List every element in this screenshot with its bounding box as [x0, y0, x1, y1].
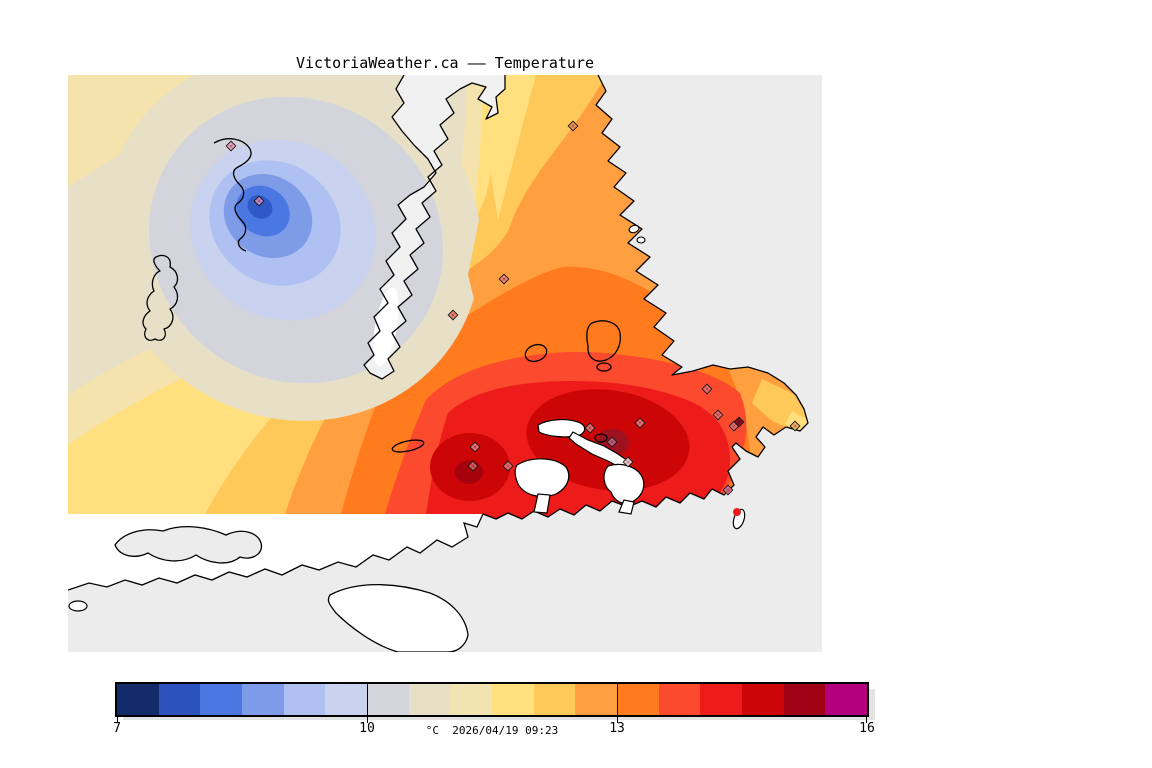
- colorbar-segment: [450, 684, 493, 715]
- colorbar-caption: °C 2026/04/19 09:23: [425, 724, 559, 737]
- colorbar-tick: [366, 717, 368, 723]
- station-marker: [253, 195, 265, 207]
- finlayson-arm-outline: [213, 138, 252, 252]
- temp-band-peninsula-pale-patch: [488, 75, 536, 220]
- colorbar-segment: [825, 684, 868, 715]
- station-marker: [789, 420, 801, 432]
- colorbar-tick-label: 16: [859, 721, 875, 736]
- colorbar-divider: [617, 684, 619, 715]
- temperature-map: [68, 75, 822, 652]
- colorbar-segment: [325, 684, 368, 715]
- chatham-island-2: [636, 236, 646, 244]
- station-marker: [634, 417, 646, 429]
- victoria-harbours-water: [514, 419, 645, 515]
- saanich-inlet-water: [364, 75, 505, 379]
- station-marker: [567, 120, 579, 132]
- station-marker: [447, 309, 459, 321]
- station-marker: [498, 273, 510, 285]
- temperature-map-svg: [68, 75, 822, 652]
- colorbar-segment: [700, 684, 743, 715]
- station-marker: [502, 460, 514, 472]
- station-marker: [225, 140, 237, 152]
- station-marker: [584, 422, 596, 434]
- colorbar-segment: [242, 684, 284, 715]
- south-coastline: [68, 513, 484, 591]
- colorbar-segment: [492, 684, 534, 715]
- colorbar-segment: [575, 684, 618, 715]
- colorbar-divider: [366, 684, 368, 715]
- william-head-land: [327, 584, 469, 652]
- colorbar-tick: [866, 717, 867, 723]
- trial-island-colored-tip: [733, 508, 741, 516]
- page-title: VictoriaWeather.ca —— Temperature: [295, 54, 594, 72]
- colorbar-segment: [658, 684, 701, 715]
- station-marker: [469, 441, 481, 453]
- station-marker: [733, 416, 745, 428]
- temperature-colorbar: 7 10 13 16: [113, 682, 875, 736]
- race-rocks-island: [68, 600, 88, 612]
- colorbar-segment: [533, 684, 576, 715]
- colorbar-segment: [367, 684, 409, 715]
- warm-hot-spot: [455, 460, 483, 484]
- elk-lake-outline: [586, 320, 622, 362]
- sooke-lake-outline: [142, 254, 179, 341]
- chatham-island: [628, 224, 640, 234]
- colorbar-tick-label: 10: [359, 721, 375, 736]
- station-markers: [225, 120, 801, 496]
- colorbar-tick-label: 7: [113, 721, 121, 736]
- colorbar-segment: [117, 684, 159, 715]
- station-marker: [701, 383, 713, 395]
- colorbar-segment: [283, 684, 326, 715]
- colorbar-tick-label: 13: [609, 721, 625, 736]
- station-marker: [712, 409, 724, 421]
- station-marker: [722, 484, 734, 496]
- cold-anomaly-rings: [104, 75, 482, 421]
- inlet-head-water: [373, 287, 399, 367]
- station-marker: [467, 460, 479, 472]
- colorbar-segments: [117, 684, 868, 715]
- coastlines: [142, 75, 809, 520]
- colorbar-segment: [200, 684, 243, 715]
- station-marker: [606, 436, 618, 448]
- colorbar-tick: [117, 717, 118, 723]
- colorbar-segment: [742, 684, 784, 715]
- colorbar-segment: [617, 684, 659, 715]
- colorbar-segment: [158, 684, 201, 715]
- station-marker: [622, 456, 634, 468]
- sooke-basin-water: [114, 526, 263, 564]
- temp-band-pale-yellow-nw-corner: [68, 75, 268, 187]
- colorbar-tick: [617, 717, 619, 723]
- colorbar-segment: [783, 684, 826, 715]
- colorbar-segment: [408, 684, 451, 715]
